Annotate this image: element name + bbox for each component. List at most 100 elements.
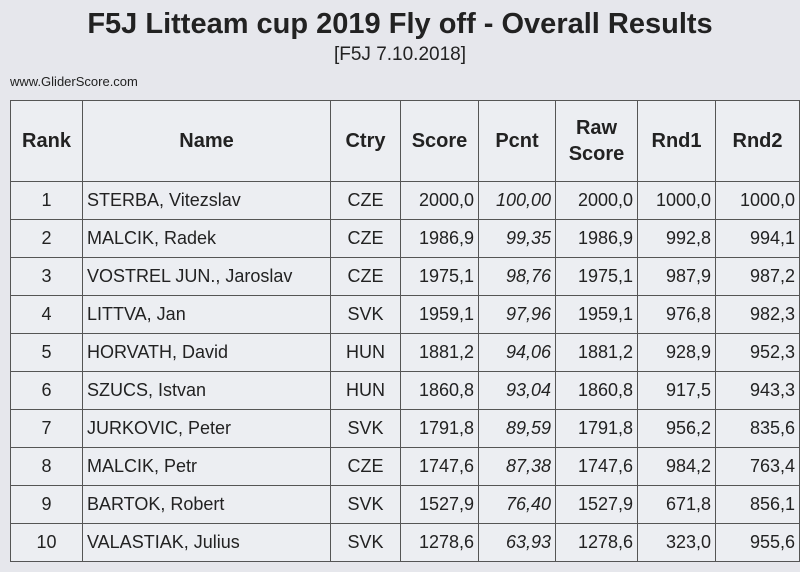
website: www.GliderScore.com [10, 74, 138, 89]
cell: 100,00 [478, 181, 556, 220]
cell: 982,3 [715, 295, 800, 334]
cell: 994,1 [715, 219, 800, 258]
cell: 1791,8 [555, 409, 638, 448]
cell: CZE [330, 181, 401, 220]
cell: 97,96 [478, 295, 556, 334]
cell: 1791,8 [400, 409, 479, 448]
cell: HUN [330, 371, 401, 410]
cell: 835,6 [715, 409, 800, 448]
result-row: 1 STERBA, Vitezslav CZE 2000,0 100,00 2000,0 1… [10, 181, 800, 220]
column-header: Score [400, 100, 479, 182]
cell: 9 [10, 485, 83, 524]
cell: 98,76 [478, 257, 556, 296]
result-row: 9 BARTOK, Robert SVK 1527,9 76,40 1527,9 671,8… [10, 485, 800, 524]
cell: HORVATH, David [82, 333, 331, 372]
cell: 1881,2 [555, 333, 638, 372]
cell: 1527,9 [555, 485, 638, 524]
column-header: Rank [10, 100, 83, 182]
cell: 1975,1 [400, 257, 479, 296]
cell: SVK [330, 523, 401, 562]
title: F5J Litteam cup 2019 Fly off - Overall R… [87, 8, 713, 40]
header-row: Rank Name Ctry Score Pcnt Raw Score Rnd1 Rnd2 [10, 100, 800, 182]
result-row: 4 LITTVA, Jan SVK 1959,1 97,96 1959,1 976,8 982… [10, 295, 800, 334]
cell: CZE [330, 219, 401, 258]
cell: BARTOK, Robert [82, 485, 331, 524]
cell: MALCIK, Petr [82, 447, 331, 486]
cell: 89,59 [478, 409, 556, 448]
cell: 671,8 [637, 485, 716, 524]
cell: 987,9 [637, 257, 716, 296]
cell: 76,40 [478, 485, 556, 524]
cell: 987,2 [715, 257, 800, 296]
results-table: Rank Name Ctry Score Pcnt Raw Score Rnd1 Rnd2 1… [10, 100, 800, 562]
cell: 1527,9 [400, 485, 479, 524]
cell: CZE [330, 257, 401, 296]
cell: 1959,1 [400, 295, 479, 334]
cell: 1278,6 [555, 523, 638, 562]
cell: 1278,6 [400, 523, 479, 562]
cell: 1986,9 [555, 219, 638, 258]
subtitle: [F5J 7.10.2018] [333, 44, 467, 65]
cell: 984,2 [637, 447, 716, 486]
result-row: 5 HORVATH, David HUN 1881,2 94,06 1881,2 928,9… [10, 333, 800, 372]
cell: 99,35 [478, 219, 556, 258]
cell: 2000,0 [555, 181, 638, 220]
cell: SZUCS, Istvan [82, 371, 331, 410]
cell: SVK [330, 409, 401, 448]
column-header: Rnd2 [715, 100, 800, 182]
cell: 87,38 [478, 447, 556, 486]
cell: 10 [10, 523, 83, 562]
cell: 955,6 [715, 523, 800, 562]
cell: 856,1 [715, 485, 800, 524]
result-row: 6 SZUCS, Istvan HUN 1860,8 93,04 1860,8 917,5 9… [10, 371, 800, 410]
result-row: 7 JURKOVIC, Peter SVK 1791,8 89,59 1791,8 956,… [10, 409, 800, 448]
cell: MALCIK, Radek [82, 219, 331, 258]
cell: 1975,1 [555, 257, 638, 296]
cell: VOSTREL JUN., Jaroslav [82, 257, 331, 296]
cell: 763,4 [715, 447, 800, 486]
column-header: Pcnt [478, 100, 556, 182]
cell: STERBA, Vitezslav [82, 181, 331, 220]
cell: 7 [10, 409, 83, 448]
cell: 1959,1 [555, 295, 638, 334]
result-row: 10 VALASTIAK, Julius SVK 1278,6 63,93 1278,6 3… [10, 523, 800, 562]
result-row: 8 MALCIK, Petr CZE 1747,6 87,38 1747,6 984,2 76… [10, 447, 800, 486]
cell: 8 [10, 447, 83, 486]
cell: 992,8 [637, 219, 716, 258]
cell: LITTVA, Jan [82, 295, 331, 334]
cell: 1881,2 [400, 333, 479, 372]
cell: 943,3 [715, 371, 800, 410]
cell: 323,0 [637, 523, 716, 562]
cell: 1747,6 [555, 447, 638, 486]
cell: 917,5 [637, 371, 716, 410]
cell: 6 [10, 371, 83, 410]
cell: 976,8 [637, 295, 716, 334]
cell: 1000,0 [637, 181, 716, 220]
cell: 2000,0 [400, 181, 479, 220]
cell: JURKOVIC, Peter [82, 409, 331, 448]
cell: CZE [330, 447, 401, 486]
cell: 63,93 [478, 523, 556, 562]
cell: 952,3 [715, 333, 800, 372]
cell: 94,06 [478, 333, 556, 372]
column-header: Raw Score [555, 100, 638, 182]
cell: 1 [10, 181, 83, 220]
cell: VALASTIAK, Julius [82, 523, 331, 562]
cell: SVK [330, 295, 401, 334]
column-header: Rnd1 [637, 100, 716, 182]
cell: SVK [330, 485, 401, 524]
cell: 1000,0 [715, 181, 800, 220]
cell: 928,9 [637, 333, 716, 372]
cell: 2 [10, 219, 83, 258]
cell: 1860,8 [400, 371, 479, 410]
result-row: 3 VOSTREL JUN., Jaroslav CZE 1975,1 98,76 197… [10, 257, 800, 296]
cell: 1860,8 [555, 371, 638, 410]
cell: 1747,6 [400, 447, 479, 486]
cell: 4 [10, 295, 83, 334]
cell: 93,04 [478, 371, 556, 410]
cell: HUN [330, 333, 401, 372]
cell: 5 [10, 333, 83, 372]
result-row: 2 MALCIK, Radek CZE 1986,9 99,35 1986,9 992,8 9… [10, 219, 800, 258]
cell: 3 [10, 257, 83, 296]
